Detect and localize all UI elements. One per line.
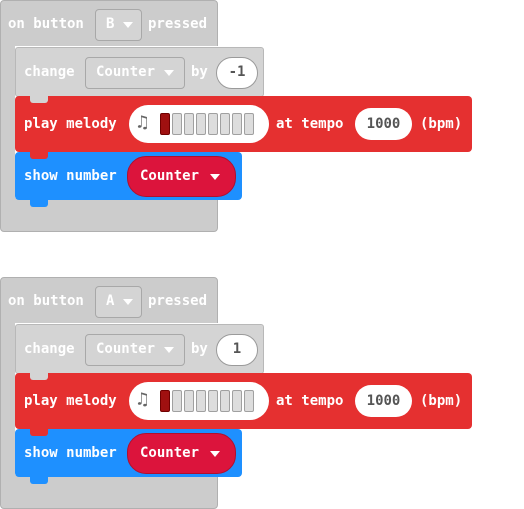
change-value-input[interactable]: -1 [216,57,258,89]
button-dropdown[interactable]: B [95,9,142,41]
show-variable-value: Counter [140,168,200,184]
melody-note-cell[interactable] [244,113,254,135]
show-variable-dropdown[interactable]: Counter [127,433,236,474]
melody-label: play melody [24,116,117,132]
block-notch [30,477,48,484]
show-variable-value: Counter [140,445,200,461]
melody-note-cell[interactable] [208,113,218,135]
melody-editor[interactable]: ♫ [129,105,269,143]
melody-note-cell[interactable] [196,113,206,135]
melody-note-cell[interactable] [232,113,242,135]
melody-note-cell[interactable] [160,113,170,135]
chevron-down-icon [123,22,133,28]
melody-note-cell[interactable] [208,390,218,412]
change-value-input[interactable]: 1 [216,334,258,366]
chevron-down-icon [210,174,220,180]
show-variable-dropdown[interactable]: Counter [127,156,236,197]
change-label: change [24,341,75,357]
change-label: change [24,64,75,80]
melody-note-cell[interactable] [184,390,194,412]
block-notch [30,152,48,159]
melody-note-cell[interactable] [172,390,182,412]
event-prefix-label: on button [8,293,84,309]
tempo-unit-label: (bpm) [420,116,463,132]
button-value: A [106,293,115,309]
chevron-down-icon [210,451,220,457]
event-suffix-label: pressed [148,293,208,309]
music-note-icon: ♫ [137,112,148,133]
block-notch [30,96,48,103]
tempo-label: at tempo [276,116,344,132]
melody-note-cell[interactable] [220,390,230,412]
music-note-icon: ♫ [137,389,148,410]
block-notch [30,373,48,380]
tempo-label: at tempo [276,393,344,409]
chevron-down-icon [123,299,133,305]
chevron-down-icon [164,70,174,76]
melody-note-cell[interactable] [220,113,230,135]
button-value: B [106,16,115,32]
event-suffix-label: pressed [148,16,208,32]
melody-note-cell[interactable] [244,390,254,412]
melody-note-cell[interactable] [196,390,206,412]
melody-note-cell[interactable] [184,113,194,135]
change-variable-dropdown[interactable]: Counter [85,57,185,89]
change-variable-dropdown[interactable]: Counter [85,334,185,366]
melody-editor[interactable]: ♫ [129,382,269,420]
chevron-down-icon [164,347,174,353]
melody-note-cell[interactable] [232,390,242,412]
show-label: show number [24,168,117,184]
show-label: show number [24,445,117,461]
tempo-value-input[interactable]: 1000 [355,108,412,140]
block-notch [30,200,48,207]
tempo-value-input[interactable]: 1000 [355,385,412,417]
event-prefix-label: on button [8,16,84,32]
melody-note-cell[interactable] [160,390,170,412]
change-by-label: by [191,64,208,80]
change-variable-value: Counter [96,341,156,357]
block-notch [30,429,48,436]
melody-label: play melody [24,393,117,409]
change-by-label: by [191,341,208,357]
tempo-unit-label: (bpm) [420,393,463,409]
change-variable-value: Counter [96,64,156,80]
melody-note-cell[interactable] [172,113,182,135]
button-dropdown[interactable]: A [95,286,142,318]
